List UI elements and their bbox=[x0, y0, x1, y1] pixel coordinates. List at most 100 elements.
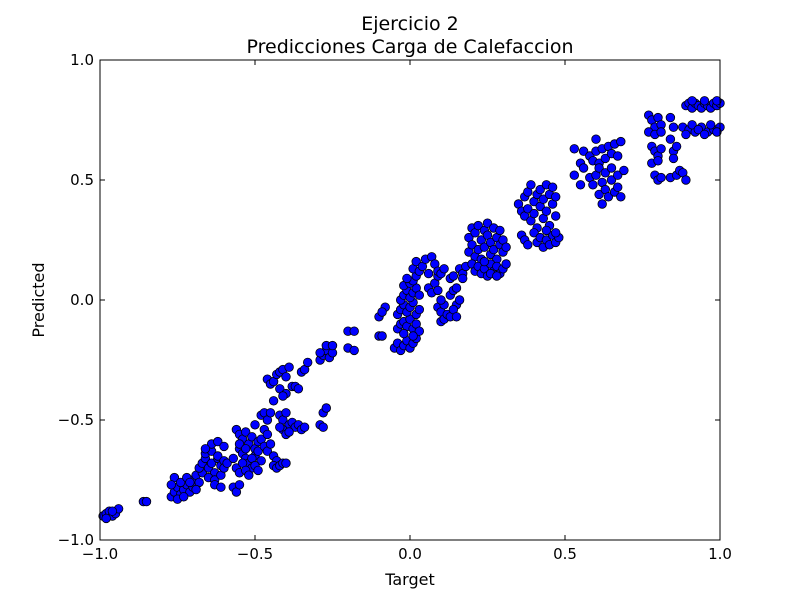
data-point bbox=[489, 244, 499, 255]
data-point bbox=[603, 192, 614, 202]
data-point bbox=[303, 357, 313, 368]
data-point bbox=[414, 326, 425, 336]
data-point bbox=[200, 444, 211, 454]
data-point bbox=[594, 163, 604, 173]
data-point bbox=[175, 477, 186, 488]
data-point bbox=[253, 465, 263, 476]
data-point bbox=[687, 96, 697, 106]
data-point bbox=[551, 192, 561, 202]
data-point bbox=[541, 206, 552, 216]
data-point bbox=[213, 436, 223, 447]
data-point bbox=[315, 348, 325, 358]
data-point bbox=[600, 168, 611, 178]
data-point bbox=[281, 408, 291, 418]
data-point bbox=[594, 189, 604, 200]
data-point bbox=[547, 182, 558, 192]
x-tick-label: −0.5 bbox=[237, 545, 273, 563]
data-point bbox=[575, 180, 586, 190]
data-point bbox=[591, 134, 601, 144]
data-point bbox=[699, 96, 710, 106]
data-point bbox=[402, 273, 412, 284]
data-point bbox=[551, 211, 561, 221]
data-point bbox=[107, 506, 118, 516]
data-point bbox=[569, 144, 580, 154]
data-point bbox=[244, 470, 254, 480]
data-point bbox=[299, 422, 310, 432]
data-point bbox=[523, 240, 533, 250]
y-axis-label: Predicted bbox=[29, 262, 48, 337]
data-point bbox=[668, 153, 679, 164]
y-tick-label: 0.0 bbox=[70, 291, 94, 309]
data-point bbox=[433, 285, 443, 296]
data-point bbox=[588, 180, 598, 190]
y-tick-label: −1.0 bbox=[58, 531, 94, 549]
data-point bbox=[619, 165, 629, 176]
data-point bbox=[399, 328, 409, 339]
x-tick-label: −1.0 bbox=[82, 545, 118, 563]
x-tick-label: 0.0 bbox=[398, 545, 422, 563]
data-point bbox=[377, 331, 387, 341]
data-point bbox=[436, 295, 446, 305]
data-point bbox=[656, 172, 666, 183]
data-point bbox=[526, 180, 536, 190]
y-tick-label: 0.5 bbox=[70, 171, 94, 189]
data-point bbox=[467, 240, 477, 250]
chart-subtitle: Predicciones Carga de Calefaccion bbox=[247, 36, 574, 58]
data-point bbox=[613, 170, 623, 180]
data-point bbox=[281, 372, 291, 382]
data-point bbox=[479, 242, 490, 252]
data-point bbox=[318, 422, 328, 432]
data-point bbox=[523, 204, 533, 214]
data-point bbox=[706, 120, 716, 130]
data-point bbox=[668, 122, 679, 132]
data-point bbox=[671, 141, 682, 152]
data-point bbox=[439, 264, 449, 274]
data-point bbox=[349, 326, 359, 336]
data-point bbox=[101, 513, 111, 524]
data-point bbox=[216, 482, 226, 492]
data-point bbox=[166, 480, 177, 490]
data-point bbox=[597, 199, 607, 209]
data-point bbox=[234, 439, 245, 449]
data-point bbox=[321, 403, 332, 413]
data-point bbox=[529, 228, 539, 238]
y-tick-label: −0.5 bbox=[58, 411, 94, 429]
data-point bbox=[284, 427, 294, 437]
data-point bbox=[665, 112, 676, 123]
data-point bbox=[275, 422, 285, 432]
data-point bbox=[501, 259, 511, 269]
data-point bbox=[448, 271, 459, 281]
data-point bbox=[551, 228, 561, 238]
data-point bbox=[219, 441, 229, 452]
data-point bbox=[265, 408, 276, 418]
data-point bbox=[268, 396, 279, 406]
y-tick-label: 1.0 bbox=[70, 51, 94, 69]
data-point bbox=[665, 134, 676, 144]
data-point bbox=[473, 220, 483, 231]
data-point bbox=[247, 432, 257, 442]
data-point bbox=[693, 124, 704, 135]
data-point bbox=[454, 295, 465, 305]
data-point bbox=[253, 446, 263, 456]
data-point bbox=[451, 283, 462, 293]
data-point bbox=[278, 391, 288, 401]
data-point bbox=[616, 192, 626, 202]
data-point bbox=[423, 268, 434, 279]
data-point bbox=[699, 129, 710, 140]
data-point bbox=[687, 120, 697, 130]
data-point bbox=[613, 182, 623, 192]
data-point bbox=[293, 384, 304, 394]
data-point bbox=[529, 208, 539, 219]
data-point bbox=[606, 163, 617, 173]
data-point bbox=[600, 153, 611, 164]
data-point bbox=[185, 477, 195, 488]
data-point bbox=[712, 127, 722, 137]
data-point bbox=[538, 194, 549, 204]
data-point bbox=[616, 136, 626, 147]
data-point bbox=[222, 458, 232, 468]
data-point bbox=[265, 439, 276, 449]
data-point bbox=[492, 271, 502, 281]
x-tick-label: 1.0 bbox=[708, 545, 732, 563]
data-point bbox=[451, 312, 462, 322]
